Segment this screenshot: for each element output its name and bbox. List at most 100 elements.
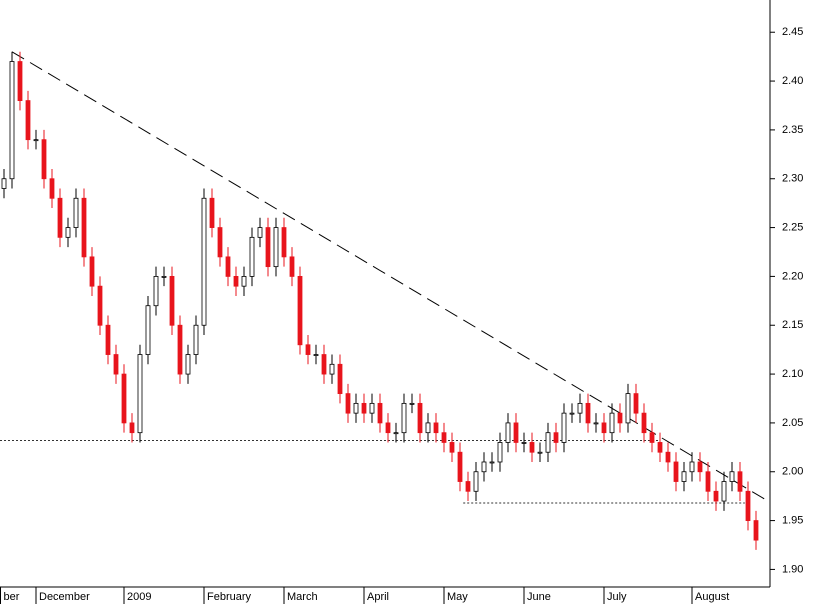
candle-body <box>713 490 719 502</box>
candle-body <box>273 227 279 268</box>
candle-body <box>609 412 615 434</box>
candle-body <box>417 402 423 434</box>
candle-body <box>665 451 671 463</box>
candle-body <box>377 402 383 424</box>
y-tick-label: 2.35 <box>782 124 803 136</box>
candle-body <box>9 61 15 180</box>
candle-body <box>105 324 111 355</box>
y-tick-label: 2.30 <box>782 173 803 185</box>
candle-body <box>113 354 119 375</box>
y-tick-label: 2.45 <box>782 26 803 38</box>
candle-body <box>177 324 183 375</box>
candle-body <box>753 520 759 541</box>
candle-body <box>97 285 103 326</box>
trendline <box>11 51 769 502</box>
candle-body <box>201 197 207 326</box>
candle-body <box>601 422 607 434</box>
candle-body <box>657 442 663 453</box>
candle-body <box>225 256 231 277</box>
y-tick-label: 1.95 <box>782 514 803 526</box>
candle-body <box>585 402 591 424</box>
candle-body <box>209 197 215 228</box>
candle-body <box>481 461 487 473</box>
candle-body <box>129 422 135 434</box>
candle-body <box>729 471 735 482</box>
candle-body <box>297 276 303 346</box>
candle-body <box>425 422 431 434</box>
candle-body <box>553 432 559 443</box>
candle-body <box>353 402 359 414</box>
candle-body <box>593 422 599 425</box>
candle-body <box>145 305 151 355</box>
y-tick-label: 2.40 <box>782 75 803 87</box>
candle-body <box>49 178 55 199</box>
candle-body <box>529 442 535 453</box>
candle-body <box>121 373 127 424</box>
candle-body <box>33 139 39 142</box>
candle-body <box>153 276 159 307</box>
candle-body <box>473 471 479 492</box>
x-tick-label: December <box>39 591 90 603</box>
candle-body <box>217 227 223 258</box>
x-tick-label: February <box>207 591 252 603</box>
candle-body <box>57 197 63 238</box>
candle-body <box>233 276 239 287</box>
candle-body <box>249 236 255 277</box>
candle-body <box>673 461 679 482</box>
candle-body <box>1 178 7 189</box>
candle-body <box>441 432 447 443</box>
candle-body <box>313 354 319 356</box>
candle-body <box>649 432 655 443</box>
y-tick-label: 2.15 <box>782 319 803 331</box>
candle-body <box>705 471 711 492</box>
candle-body <box>505 422 511 443</box>
candle-body <box>193 324 199 355</box>
candle-body <box>241 276 247 287</box>
candle-body <box>73 197 79 228</box>
candle-body <box>697 461 703 473</box>
x-tick-label: July <box>607 591 627 603</box>
x-tick-label: August <box>695 591 729 603</box>
x-tick-label: April <box>367 591 389 603</box>
y-tick-label: 2.20 <box>782 270 803 282</box>
candle-body <box>321 354 327 375</box>
candle-body <box>169 276 175 326</box>
candle-body <box>265 227 271 268</box>
candle-body <box>185 354 191 375</box>
y-tick-label: 2.25 <box>782 221 803 233</box>
candle-body <box>537 451 543 454</box>
candle-body <box>137 354 143 434</box>
x-tick-label: June <box>527 591 551 603</box>
candle-body <box>561 412 567 443</box>
candle-body <box>41 139 47 180</box>
candle-body <box>345 393 351 414</box>
candle-body <box>17 61 23 102</box>
y-tick-label: 1.90 <box>782 563 803 575</box>
candle-body <box>745 490 751 521</box>
candle-body <box>305 344 311 355</box>
x-tick-label: March <box>287 591 318 603</box>
y-tick-label: 2.05 <box>782 417 803 429</box>
y-tick-label: 2.10 <box>782 368 803 380</box>
candle-body <box>161 276 167 278</box>
candle-body <box>449 442 455 453</box>
candle-body <box>257 227 263 238</box>
candle-body <box>465 481 471 492</box>
candle-body <box>329 363 335 375</box>
candle-body <box>281 227 287 258</box>
candle-body <box>385 422 391 434</box>
candle-body <box>721 481 727 502</box>
candle-body <box>89 256 95 287</box>
x-tick-label: 2009 <box>127 591 151 603</box>
candle-body <box>617 412 623 424</box>
candle-body <box>433 422 439 434</box>
candle-body <box>737 471 743 492</box>
candle-body <box>289 256 295 277</box>
candle-body <box>81 197 87 258</box>
candle-body <box>641 412 647 434</box>
candle-body <box>545 432 551 453</box>
candle-body <box>369 402 375 414</box>
candle-body <box>625 393 631 424</box>
candle-body <box>513 422 519 443</box>
